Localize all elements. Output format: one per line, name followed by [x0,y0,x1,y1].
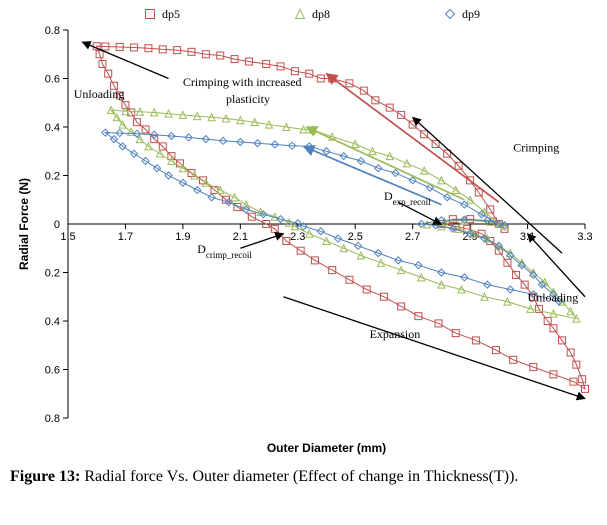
svg-text:0: 0 [54,219,60,231]
svg-text:2.7: 2.7 [405,231,420,243]
svg-text:2.1: 2.1 [233,231,248,243]
svg-text:Radial Force (N): Radial Force (N) [17,178,31,270]
page-root: dp5dp8dp91.51.71.92.12.32.52.72.93.13.30… [0,0,607,525]
svg-text:Crimping: Crimping [513,140,559,154]
svg-text:0.2: 0.2 [45,268,60,280]
svg-text:Dcrimp_recoil: Dcrimp_recoil [197,242,252,260]
svg-text:0.4: 0.4 [45,122,60,134]
chart-svg: dp5dp8dp91.51.71.92.12.32.52.72.93.13.30… [10,0,597,460]
svg-text:2.3: 2.3 [290,231,305,243]
svg-text:0.6: 0.6 [45,74,60,86]
svg-text:0.4: 0.4 [45,316,60,328]
svg-text:1.5: 1.5 [60,231,75,243]
svg-text:0.8: 0.8 [45,413,60,425]
svg-text:Dexp_recoil: Dexp_recoil [384,189,431,207]
figure-label: Figure 13: [10,468,80,485]
svg-text:0.2: 0.2 [45,171,60,183]
svg-text:Outer Diameter (mm): Outer Diameter (mm) [267,441,386,455]
svg-text:1.9: 1.9 [175,231,190,243]
svg-text:Unloading: Unloading [74,87,125,101]
svg-text:plasticity: plasticity [226,92,270,106]
svg-text:dp8: dp8 [312,7,330,21]
svg-text:0.6: 0.6 [45,365,60,377]
svg-text:3.3: 3.3 [577,231,592,243]
figure-caption: Figure 13: Radial force Vs. Outer diamet… [10,465,597,490]
figure-caption-text: Radial force Vs. Outer diameter (Effect … [80,468,518,485]
svg-text:2.5: 2.5 [348,231,363,243]
svg-text:Expansion: Expansion [370,327,421,341]
svg-text:dp9: dp9 [462,7,480,21]
svg-text:dp5: dp5 [162,7,180,21]
svg-text:Unloading: Unloading [528,291,579,305]
radial-force-chart: dp5dp8dp91.51.71.92.12.32.52.72.93.13.30… [10,0,597,460]
svg-text:Crimping with increased: Crimping with increased [183,75,302,89]
svg-text:0.8: 0.8 [45,25,60,37]
svg-text:3.1: 3.1 [520,231,535,243]
svg-text:1.7: 1.7 [118,231,133,243]
